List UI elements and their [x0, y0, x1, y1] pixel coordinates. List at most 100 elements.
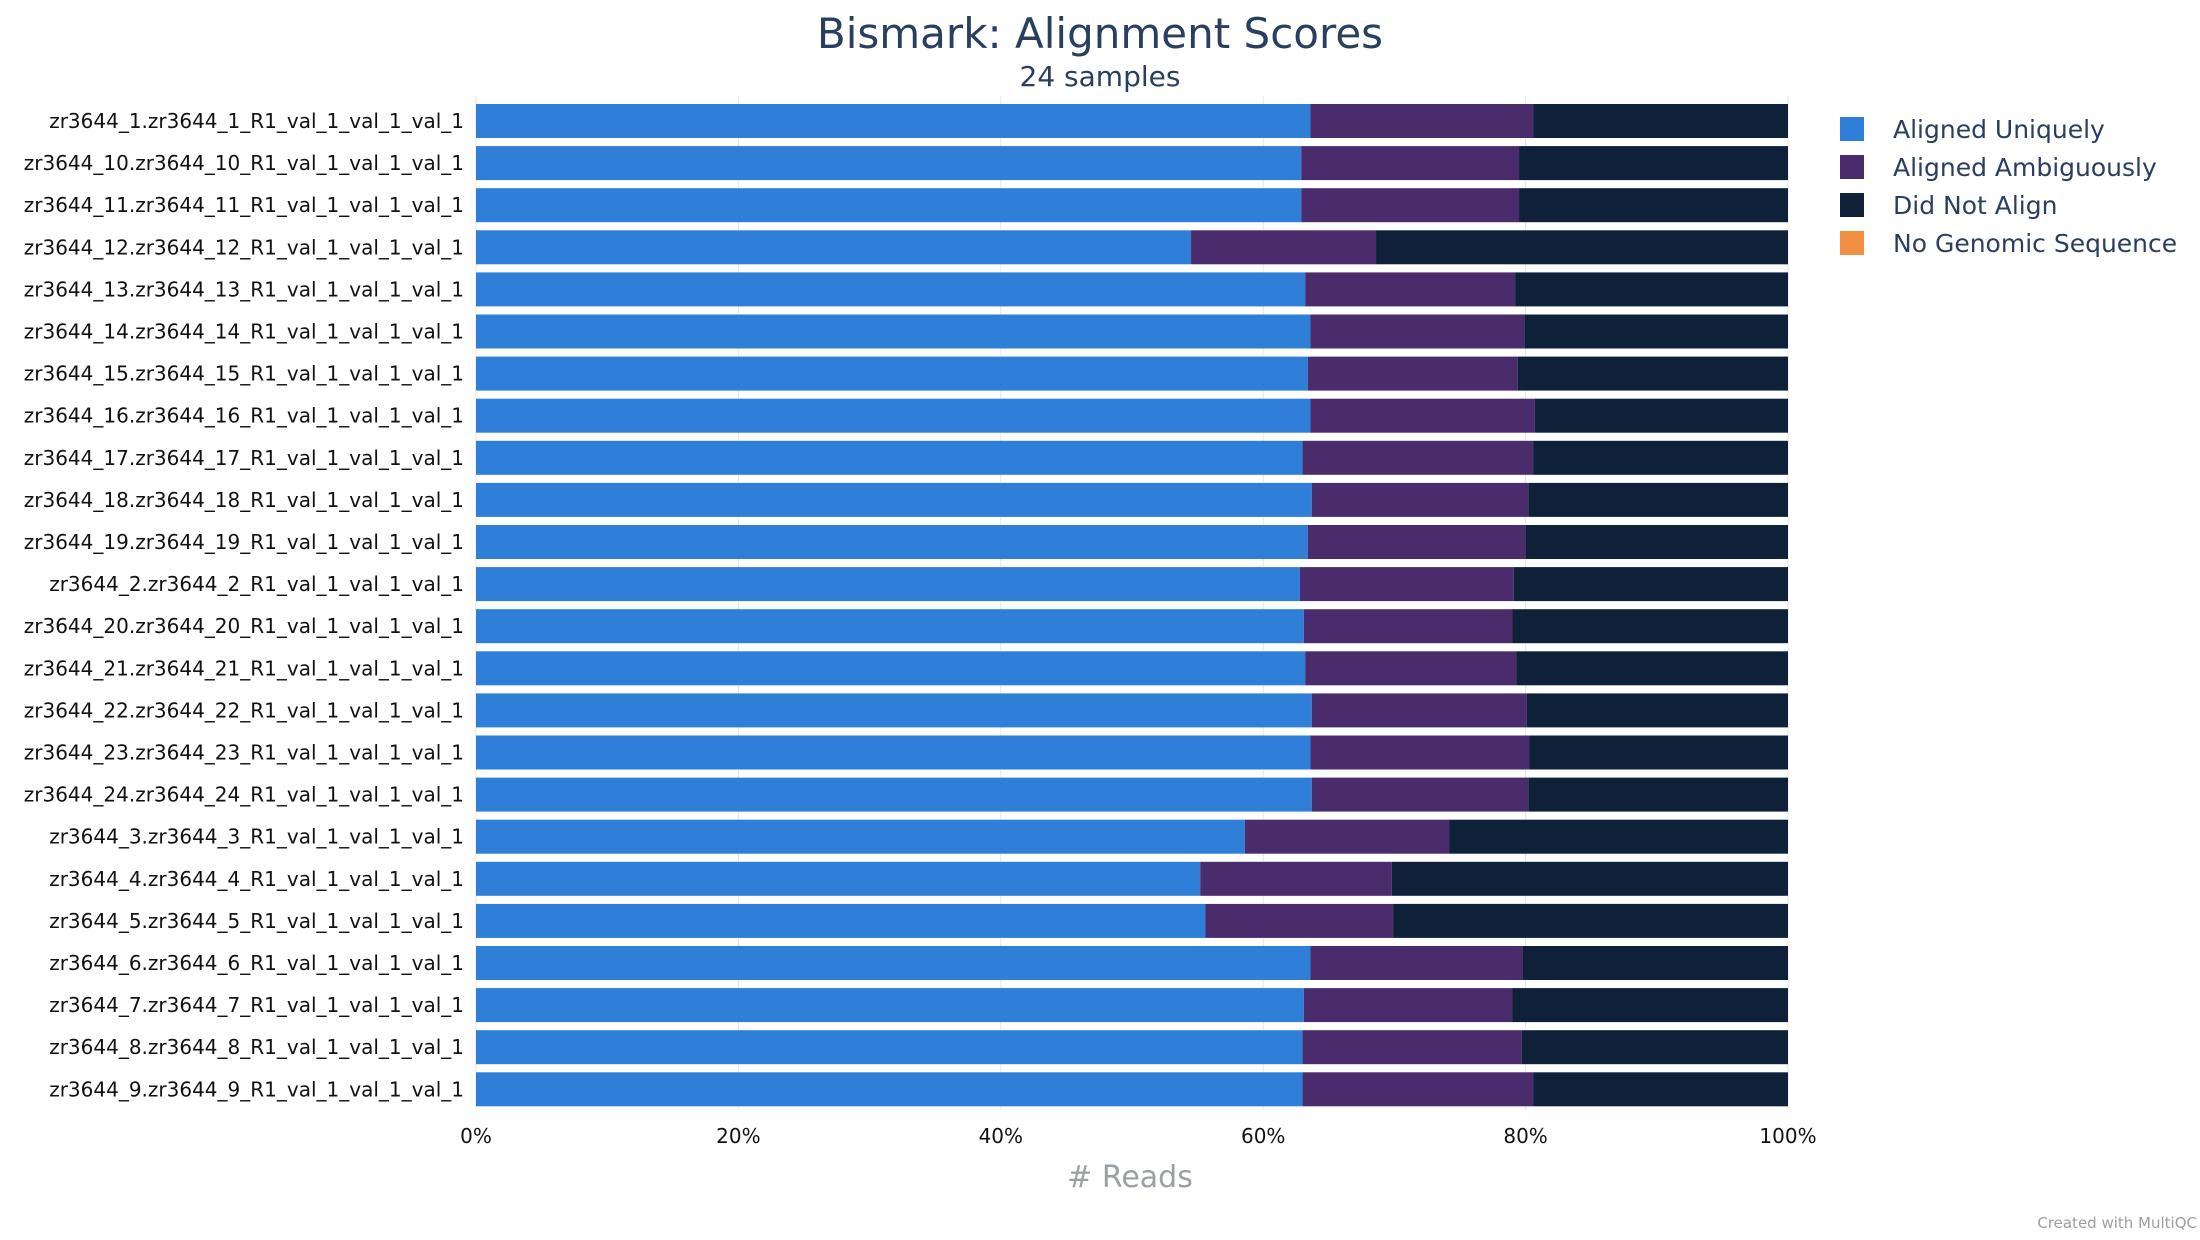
bar-segment-did-not-align[interactable]: [1533, 1072, 1788, 1107]
bar-segment-aligned-ambiguously[interactable]: [1311, 482, 1529, 517]
legend-item[interactable]: Aligned Uniquely: [1840, 115, 2105, 144]
bar-segment-aligned-ambiguously[interactable]: [1205, 903, 1394, 938]
y-tick-label: zr3644_3.zr3644_3_R1_val_1_val_1_val_1: [49, 825, 464, 849]
x-axis-tick-labels: 0% 20% 40% 60% 80% 100%: [460, 1124, 1816, 1148]
bar-segment-aligned-uniquely[interactable]: [476, 693, 1312, 728]
bar-segment-aligned-ambiguously[interactable]: [1303, 988, 1513, 1023]
bar-segment-aligned-ambiguously[interactable]: [1310, 946, 1523, 980]
bar-segment-aligned-ambiguously[interactable]: [1310, 104, 1534, 138]
legend-label: Did Not Align: [1893, 191, 2057, 220]
bar-segment-aligned-uniquely[interactable]: [476, 482, 1312, 517]
bar-segment-aligned-uniquely[interactable]: [476, 314, 1311, 349]
bar-segment-aligned-ambiguously[interactable]: [1307, 356, 1518, 391]
bar-segment-aligned-ambiguously[interactable]: [1303, 609, 1513, 644]
bar-segment-aligned-ambiguously[interactable]: [1244, 819, 1450, 854]
bar-segment-did-not-align[interactable]: [1525, 525, 1788, 559]
bar-segment-aligned-uniquely[interactable]: [476, 946, 1311, 980]
bar-segment-aligned-uniquely[interactable]: [476, 1072, 1303, 1107]
bar-segment-did-not-align[interactable]: [1515, 272, 1788, 307]
bar-segment-did-not-align[interactable]: [1517, 356, 1788, 391]
bar-row: [476, 861, 1788, 896]
bar-segment-did-not-align[interactable]: [1513, 567, 1788, 602]
bar-segment-aligned-uniquely[interactable]: [476, 988, 1304, 1023]
bar-segment-did-not-align[interactable]: [1519, 146, 1788, 181]
y-tick-label: zr3644_5.zr3644_5_R1_val_1_val_1_val_1: [49, 909, 464, 933]
bar-segment-did-not-align[interactable]: [1529, 735, 1788, 770]
x-tick-label: 40%: [979, 1124, 1023, 1148]
bar-segment-aligned-ambiguously[interactable]: [1310, 735, 1530, 770]
bar-segment-aligned-ambiguously[interactable]: [1191, 230, 1377, 265]
bar-segment-did-not-align[interactable]: [1449, 819, 1788, 854]
bar-segment-did-not-align[interactable]: [1512, 988, 1788, 1023]
bar-segment-aligned-ambiguously[interactable]: [1299, 567, 1514, 602]
y-tick-label: zr3644_1.zr3644_1_R1_val_1_val_1_val_1: [49, 109, 464, 133]
bar-segment-did-not-align[interactable]: [1528, 777, 1788, 812]
bar-segment-aligned-ambiguously[interactable]: [1301, 146, 1520, 181]
bar-segment-aligned-uniquely[interactable]: [476, 188, 1302, 223]
bar-segment-aligned-uniquely[interactable]: [476, 356, 1308, 391]
legend-item[interactable]: No Genomic Sequence: [1840, 229, 2177, 258]
bar-row: [476, 988, 1788, 1023]
bar-segment-did-not-align[interactable]: [1524, 314, 1788, 349]
legend-item[interactable]: Did Not Align: [1840, 191, 2057, 220]
bar-segment-did-not-align[interactable]: [1521, 1030, 1788, 1065]
bar-segment-aligned-uniquely[interactable]: [476, 609, 1304, 644]
bar-segment-did-not-align[interactable]: [1393, 903, 1788, 938]
bar-segment-aligned-uniquely[interactable]: [476, 525, 1308, 559]
bar-segment-aligned-uniquely[interactable]: [476, 440, 1303, 475]
bar-segment-did-not-align[interactable]: [1376, 230, 1788, 265]
bar-segment-did-not-align[interactable]: [1534, 398, 1788, 433]
legend-swatch: [1840, 155, 1864, 179]
bar-segment-aligned-uniquely[interactable]: [476, 651, 1306, 686]
bar-segment-did-not-align[interactable]: [1391, 861, 1788, 896]
bar-row: [476, 903, 1788, 938]
bar-segment-aligned-uniquely[interactable]: [476, 146, 1302, 181]
bar-segment-aligned-ambiguously[interactable]: [1302, 1030, 1522, 1065]
y-tick-label: zr3644_11.zr3644_11_R1_val_1_val_1_val_1: [24, 193, 464, 217]
y-tick-label: zr3644_15.zr3644_15_R1_val_1_val_1_val_1: [24, 362, 464, 386]
bar-segment-did-not-align[interactable]: [1512, 609, 1788, 644]
y-tick-label: zr3644_22.zr3644_22_R1_val_1_val_1_val_1: [24, 698, 464, 722]
bar-segment-aligned-uniquely[interactable]: [476, 104, 1311, 138]
legend-label: Aligned Ambiguously: [1893, 153, 2157, 182]
y-tick-label: zr3644_14.zr3644_14_R1_val_1_val_1_val_1: [24, 320, 464, 344]
legend-item[interactable]: Aligned Ambiguously: [1840, 153, 2157, 182]
bar-segment-aligned-uniquely[interactable]: [476, 1030, 1303, 1065]
bar-segment-aligned-ambiguously[interactable]: [1311, 777, 1529, 812]
bar-segment-aligned-ambiguously[interactable]: [1311, 693, 1527, 728]
bar-segment-aligned-uniquely[interactable]: [476, 735, 1311, 770]
bar-segment-aligned-uniquely[interactable]: [476, 272, 1306, 307]
bar-segment-aligned-ambiguously[interactable]: [1310, 314, 1525, 349]
y-tick-label: zr3644_6.zr3644_6_R1_val_1_val_1_val_1: [49, 951, 464, 975]
bar-segment-aligned-ambiguously[interactable]: [1302, 440, 1534, 475]
bar-segment-aligned-ambiguously[interactable]: [1305, 272, 1516, 307]
bar-segment-aligned-uniquely[interactable]: [476, 903, 1206, 938]
bar-segment-aligned-ambiguously[interactable]: [1301, 188, 1520, 223]
bar-segment-did-not-align[interactable]: [1519, 188, 1788, 223]
bar-segment-aligned-uniquely[interactable]: [476, 819, 1245, 854]
bar-segment-did-not-align[interactable]: [1526, 693, 1788, 728]
bar-segment-aligned-ambiguously[interactable]: [1200, 861, 1392, 896]
bar-row: [476, 693, 1788, 728]
bar-segment-aligned-ambiguously[interactable]: [1305, 651, 1517, 686]
y-tick-label: zr3644_2.zr3644_2_R1_val_1_val_1_val_1: [49, 572, 464, 596]
bar-segment-did-not-align[interactable]: [1522, 946, 1788, 980]
bar-segment-aligned-uniquely[interactable]: [476, 777, 1312, 812]
x-axis-label: # Reads: [1067, 1160, 1193, 1195]
legend-swatch: [1840, 193, 1864, 217]
bar-segment-did-not-align[interactable]: [1533, 440, 1788, 475]
bar-segment-aligned-ambiguously[interactable]: [1302, 1072, 1534, 1107]
bar-segment-did-not-align[interactable]: [1516, 651, 1788, 686]
y-tick-label: zr3644_21.zr3644_21_R1_val_1_val_1_val_1: [24, 656, 464, 680]
bar-row: [476, 398, 1788, 433]
bar-segment-aligned-uniquely[interactable]: [476, 861, 1201, 896]
bar-row: [476, 230, 1788, 265]
bar-segment-aligned-uniquely[interactable]: [476, 230, 1192, 265]
bar-segment-aligned-ambiguously[interactable]: [1310, 398, 1535, 433]
bar-segment-aligned-uniquely[interactable]: [476, 567, 1300, 602]
bar-segment-did-not-align[interactable]: [1533, 104, 1788, 138]
bar-row: [476, 146, 1788, 181]
bar-segment-aligned-uniquely[interactable]: [476, 398, 1311, 433]
bar-segment-did-not-align[interactable]: [1528, 482, 1788, 517]
bar-segment-aligned-ambiguously[interactable]: [1307, 525, 1526, 559]
